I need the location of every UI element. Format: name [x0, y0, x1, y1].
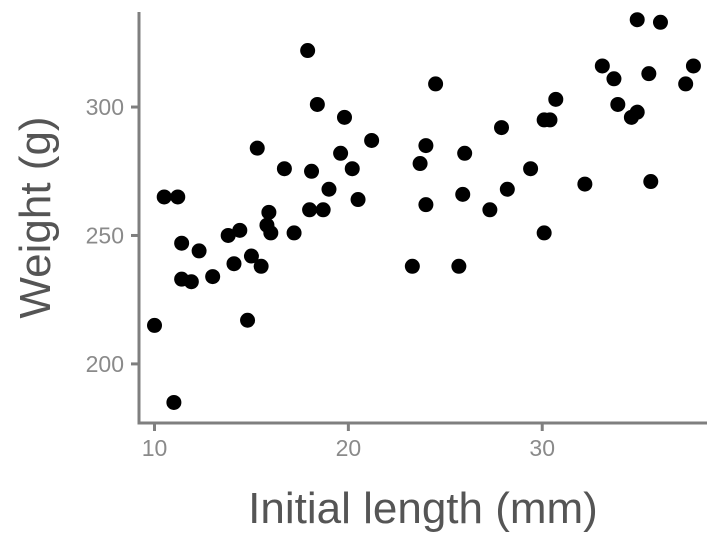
data-point [336, 109, 352, 125]
data-point [205, 269, 221, 285]
data-point [685, 58, 701, 74]
data-point [174, 235, 190, 251]
data-point [344, 161, 360, 177]
data-point [428, 76, 444, 92]
data-point [226, 256, 242, 272]
data-point [302, 202, 318, 218]
data-point [577, 176, 593, 192]
data-point [333, 145, 349, 161]
data-point [183, 274, 199, 290]
y-tick-label: 200 [86, 351, 124, 377]
data-point [536, 225, 552, 241]
data-point [364, 132, 380, 148]
data-point [678, 76, 694, 92]
x-tick-label: 30 [529, 435, 555, 461]
data-point [643, 174, 659, 190]
y-tick-label: 300 [86, 94, 124, 120]
tick-group: 200 250 300 10 20 30 [86, 94, 555, 461]
data-point [610, 96, 626, 112]
data-point [494, 120, 510, 136]
data-point [276, 161, 292, 177]
y-axis-title: Weight (g) [11, 116, 60, 318]
data-point [350, 192, 366, 208]
data-point [166, 394, 182, 410]
data-point [641, 66, 657, 82]
data-point [253, 258, 269, 274]
data-point [455, 186, 471, 202]
data-point [652, 14, 668, 30]
x-tick-label: 10 [142, 435, 168, 461]
data-point [315, 202, 331, 218]
x-tick-label: 20 [336, 435, 362, 461]
data-point [418, 138, 434, 154]
y-tick-label: 250 [86, 222, 124, 248]
data-point [249, 140, 265, 156]
data-point [606, 71, 622, 87]
data-point [240, 312, 256, 328]
data-point [629, 104, 645, 120]
data-point [191, 243, 207, 259]
data-point [523, 161, 539, 177]
data-point [457, 145, 473, 161]
data-point [263, 225, 279, 241]
data-point [286, 225, 302, 241]
data-point [542, 112, 558, 128]
data-point [418, 197, 434, 213]
data-point [451, 258, 467, 274]
data-point [147, 317, 163, 333]
data-point [548, 91, 564, 107]
data-point [321, 181, 337, 197]
data-point [412, 156, 428, 172]
data-point [499, 181, 515, 197]
data-point [156, 189, 172, 205]
data-point [300, 43, 316, 59]
data-point [232, 222, 248, 238]
data-point [243, 248, 259, 264]
x-axis-title: Initial length (mm) [248, 484, 598, 533]
data-point [309, 96, 325, 112]
data-point [261, 204, 277, 220]
data-point [404, 258, 420, 274]
data-point [304, 163, 320, 179]
points-group [147, 12, 701, 410]
data-point [220, 227, 236, 243]
data-point [482, 202, 498, 218]
data-point [594, 58, 610, 74]
data-point [629, 12, 645, 28]
data-point [170, 189, 186, 205]
